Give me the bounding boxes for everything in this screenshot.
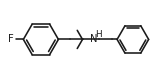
Text: H: H [95,30,102,39]
Text: F: F [8,34,13,44]
Text: N: N [90,34,97,44]
